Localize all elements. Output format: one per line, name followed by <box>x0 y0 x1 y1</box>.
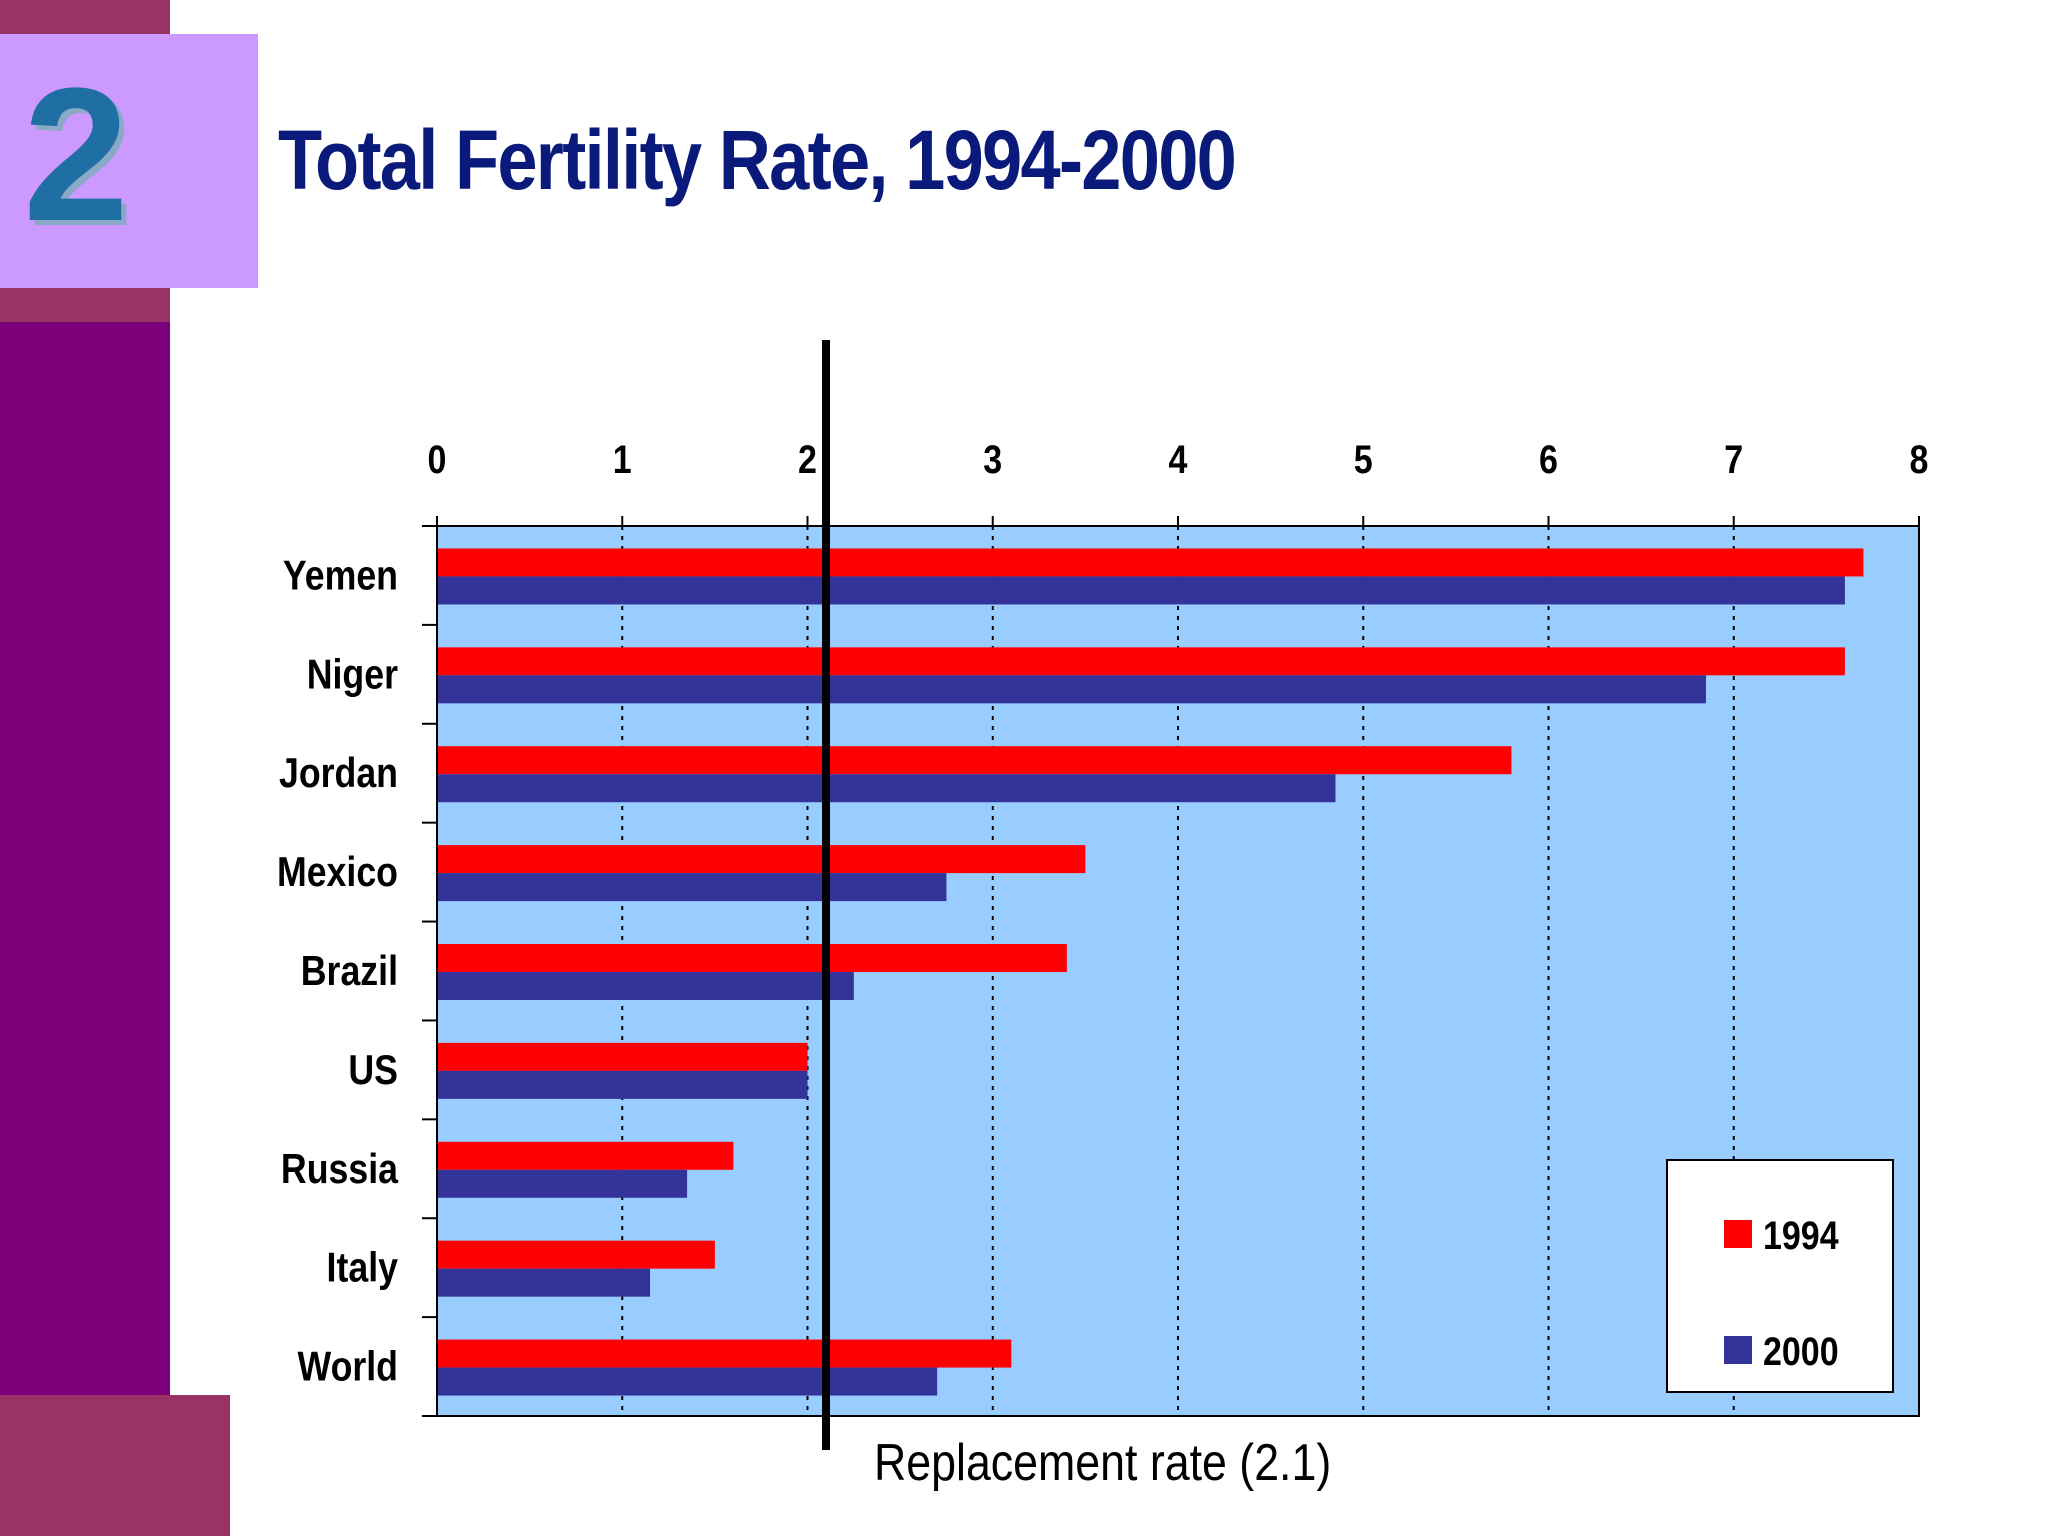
slide-number: 2 <box>23 49 129 261</box>
replacement-rate-label: Replacement rate (2.1) <box>874 1434 1331 1492</box>
bar-1994-brazil <box>437 944 1067 972</box>
category-label: Mexico <box>277 849 398 895</box>
x-tick-label: 2 <box>798 436 817 481</box>
legend-label-2000: 2000 <box>1763 1328 1839 1373</box>
bar-1994-russia <box>437 1141 734 1170</box>
bar-2000-yemen <box>437 576 1845 605</box>
legend-label-1994: 1994 <box>1763 1212 1839 1257</box>
category-label: US <box>348 1047 398 1093</box>
bar-2000-us <box>437 1070 808 1099</box>
category-label: Italy <box>327 1245 399 1291</box>
bar-1994-world <box>437 1339 1012 1368</box>
bar-1994-yemen <box>437 548 1864 577</box>
slide-title: Total Fertility Rate, 1994-2000 <box>278 113 1237 207</box>
bar-1994-jordan <box>437 746 1512 775</box>
sidebar-top-band <box>0 0 170 36</box>
category-label: Russia <box>281 1146 398 1192</box>
category-label: Brazil <box>301 948 398 994</box>
x-tick-label: 6 <box>1539 436 1558 481</box>
slide-number-box <box>0 34 258 288</box>
category-label: World <box>298 1344 398 1390</box>
bar-2000-jordan <box>437 774 1336 803</box>
bar-1994-mexico <box>437 845 1086 874</box>
bar-2000-italy <box>437 1268 651 1297</box>
x-tick-label: 7 <box>1724 436 1743 481</box>
x-tick-label: 0 <box>428 436 447 481</box>
bar-1994-italy <box>437 1240 715 1269</box>
x-tick-label: 3 <box>983 436 1002 481</box>
category-label: Jordan <box>279 751 398 797</box>
bar-2000-brazil <box>437 972 854 1000</box>
legend-box <box>1666 1159 1894 1393</box>
x-tick-label: 1 <box>613 436 632 481</box>
x-tick-label: 8 <box>1910 436 1929 481</box>
bar-1994-us <box>437 1042 808 1071</box>
bar-2000-mexico <box>437 873 947 902</box>
sidebar-middle-band <box>0 286 170 322</box>
x-tick-label: 4 <box>1169 436 1188 481</box>
legend-swatch-2000 <box>1724 1336 1752 1364</box>
legend-swatch-1994 <box>1724 1220 1752 1248</box>
bar-2000-world <box>437 1367 938 1396</box>
bar-1994-niger <box>437 647 1845 676</box>
category-label: Niger <box>307 652 398 698</box>
bar-2000-russia <box>437 1169 688 1198</box>
category-label: Yemen <box>283 553 398 599</box>
x-tick-label: 5 <box>1354 436 1373 481</box>
sidebar-bottom-block <box>0 1395 230 1536</box>
bar-2000-niger <box>437 675 1706 704</box>
